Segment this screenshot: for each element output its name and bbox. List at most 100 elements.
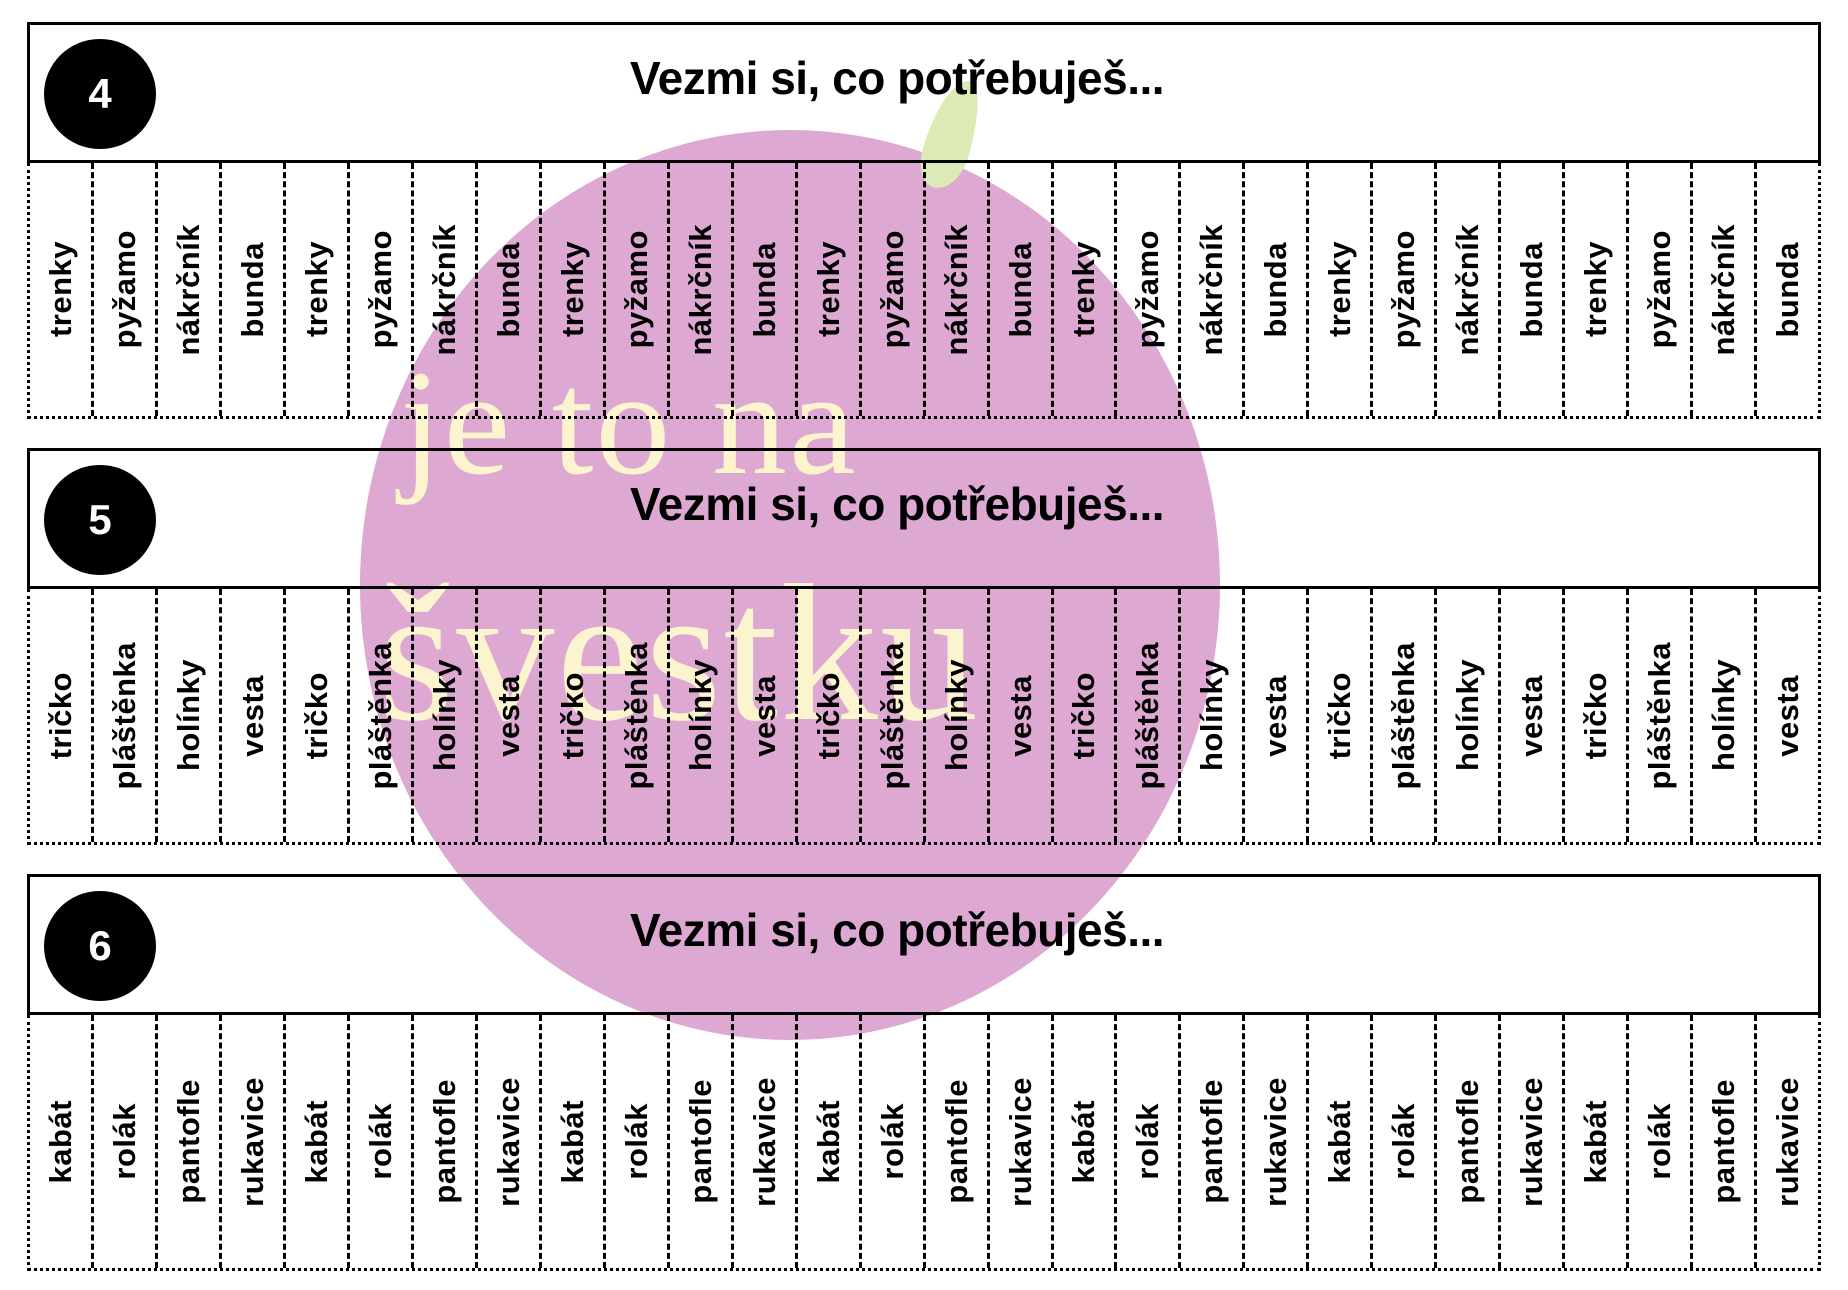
strip-cell[interactable]: pláštěnka bbox=[1373, 589, 1438, 842]
strip-cell[interactable]: tričko bbox=[1309, 589, 1374, 842]
strip-cell[interactable]: rolák bbox=[1373, 1015, 1438, 1268]
strip-cell[interactable]: tričko bbox=[1054, 589, 1118, 842]
strip-cell[interactable]: trenky bbox=[1054, 163, 1118, 416]
strip-cell[interactable]: pyžamo bbox=[94, 163, 158, 416]
strip-cell[interactable]: pláštěnka bbox=[862, 589, 926, 842]
strip-cell[interactable]: nákrčník bbox=[1181, 163, 1246, 416]
strip-cell[interactable]: pantofle bbox=[1181, 1015, 1246, 1268]
strip-cell[interactable]: rukavice bbox=[734, 1015, 798, 1268]
strip-cell[interactable]: pantofle bbox=[1693, 1015, 1758, 1268]
strip-cell[interactable]: kabát bbox=[1565, 1015, 1630, 1268]
strip-cell[interactable]: bunda bbox=[478, 163, 542, 416]
strip-cell-label: nákrčník bbox=[938, 223, 974, 356]
strip-cell[interactable]: rukavice bbox=[1245, 1015, 1310, 1268]
strip-cell[interactable]: tričko bbox=[798, 589, 862, 842]
strip-cell[interactable]: pyžamo bbox=[350, 163, 414, 416]
strip-cell[interactable]: pyžamo bbox=[606, 163, 670, 416]
strip-cell[interactable]: rukavice bbox=[478, 1015, 542, 1268]
strip-cell-label: rolák bbox=[1642, 1103, 1678, 1180]
strip-cell[interactable]: trenky bbox=[1309, 163, 1374, 416]
strip-cell[interactable]: pláštěnka bbox=[1117, 589, 1182, 842]
strip-cell[interactable]: pantofle bbox=[158, 1015, 222, 1268]
strip-cell[interactable]: holínky bbox=[670, 589, 734, 842]
strip-cell[interactable]: pantofle bbox=[670, 1015, 734, 1268]
strip-cell[interactable]: bunda bbox=[1757, 163, 1818, 416]
strip-cell[interactable]: pantofle bbox=[1437, 1015, 1502, 1268]
strip-cell[interactable]: rukavice bbox=[1501, 1015, 1566, 1268]
strip-cell[interactable]: vesta bbox=[1501, 589, 1566, 842]
strip-cell[interactable]: rolák bbox=[1117, 1015, 1182, 1268]
strip-cell-label: trenky bbox=[298, 241, 334, 338]
strip-cell[interactable]: rolák bbox=[350, 1015, 414, 1268]
strip-cell[interactable]: vesta bbox=[734, 589, 798, 842]
strip-cell-label: pláštěnka bbox=[362, 641, 398, 790]
strip-cell[interactable]: vesta bbox=[478, 589, 542, 842]
strip-cell[interactable]: holínky bbox=[414, 589, 478, 842]
strip-cell[interactable]: nákrčník bbox=[926, 163, 990, 416]
strip-cell[interactable]: nákrčník bbox=[670, 163, 734, 416]
strip-cell[interactable]: rukavice bbox=[1757, 1015, 1818, 1268]
row-title-4: Vezmi si, co potřebuješ... bbox=[630, 52, 1165, 104]
strip-cell[interactable]: bunda bbox=[1501, 163, 1566, 416]
strip-cell[interactable]: bunda bbox=[734, 163, 798, 416]
strip-cell[interactable]: pláštěnka bbox=[1629, 589, 1694, 842]
strip-cell-label: pantofle bbox=[170, 1079, 206, 1204]
strip-cell[interactable]: vesta bbox=[1245, 589, 1310, 842]
strip-cell[interactable]: trenky bbox=[30, 163, 94, 416]
strip-cell[interactable]: nákrčník bbox=[1437, 163, 1502, 416]
strip-cell[interactable]: kabát bbox=[286, 1015, 350, 1268]
strip-cell[interactable]: pláštěnka bbox=[606, 589, 670, 842]
row-header-6: 6 Vezmi si, co potřebuješ... bbox=[27, 874, 1821, 1015]
strip-cell[interactable]: trenky bbox=[286, 163, 350, 416]
strip-cell[interactable]: nákrčník bbox=[1693, 163, 1758, 416]
strip-cell[interactable]: holínky bbox=[926, 589, 990, 842]
strip-cell[interactable]: kabát bbox=[1309, 1015, 1374, 1268]
strip-cell[interactable]: trenky bbox=[542, 163, 606, 416]
strip-cell[interactable]: pyžamo bbox=[1117, 163, 1182, 416]
strip-cell[interactable]: holínky bbox=[158, 589, 222, 842]
strip-cell-label: trenky bbox=[1578, 241, 1614, 338]
strip-cell[interactable]: tričko bbox=[30, 589, 94, 842]
strip-cell[interactable]: kabát bbox=[1054, 1015, 1118, 1268]
strip-cell[interactable]: rukavice bbox=[990, 1015, 1054, 1268]
strip-cell[interactable]: holínky bbox=[1437, 589, 1502, 842]
strip-cell[interactable]: tričko bbox=[1565, 589, 1630, 842]
strip-cell[interactable]: rolák bbox=[606, 1015, 670, 1268]
strip-cell[interactable]: vesta bbox=[990, 589, 1054, 842]
strip-cell[interactable]: pyžamo bbox=[1373, 163, 1438, 416]
strip-cell[interactable]: kabát bbox=[30, 1015, 94, 1268]
strip-cell[interactable]: pláštěnka bbox=[350, 589, 414, 842]
strip-cell[interactable]: holínky bbox=[1181, 589, 1246, 842]
strip-cell[interactable]: bunda bbox=[990, 163, 1054, 416]
strip-cell[interactable]: rolák bbox=[862, 1015, 926, 1268]
strip-cell[interactable]: kabát bbox=[542, 1015, 606, 1268]
strip-cell-label: vesta bbox=[490, 674, 526, 757]
strip-cell[interactable]: pyžamo bbox=[1629, 163, 1694, 416]
strip-cell-label: vesta bbox=[1514, 674, 1550, 757]
strip-cell[interactable]: nákrčník bbox=[158, 163, 222, 416]
cut-strip-5: tričko pláštěnka holínky vesta tričko pláštěn… bbox=[27, 589, 1821, 845]
strip-cell[interactable]: pantofle bbox=[926, 1015, 990, 1268]
strip-cell-label: tričko bbox=[1322, 671, 1358, 760]
strip-cell[interactable]: vesta bbox=[1757, 589, 1818, 842]
strip-cell[interactable]: rukavice bbox=[222, 1015, 286, 1268]
strip-cell[interactable]: rolák bbox=[1629, 1015, 1694, 1268]
strip-cell[interactable]: trenky bbox=[1565, 163, 1630, 416]
strip-cell[interactable]: tričko bbox=[286, 589, 350, 842]
strip-cell[interactable]: pyžamo bbox=[862, 163, 926, 416]
strip-cell[interactable]: bunda bbox=[1245, 163, 1310, 416]
strip-cell[interactable]: holínky bbox=[1693, 589, 1758, 842]
strip-cell-label: bunda bbox=[1514, 241, 1550, 338]
strip-cell[interactable]: bunda bbox=[222, 163, 286, 416]
strip-cell[interactable]: pantofle bbox=[414, 1015, 478, 1268]
strip-cell[interactable]: trenky bbox=[798, 163, 862, 416]
strip-cell[interactable]: nákrčník bbox=[414, 163, 478, 416]
strip-cell-label: pláštěnka bbox=[618, 641, 654, 790]
strip-cell[interactable]: vesta bbox=[222, 589, 286, 842]
strip-cell[interactable]: pláštěnka bbox=[94, 589, 158, 842]
strip-cell[interactable]: rolák bbox=[94, 1015, 158, 1268]
strip-cell[interactable]: tričko bbox=[542, 589, 606, 842]
worksheet-row-4: 4 Vezmi si, co potřebuješ... trenky pyžam… bbox=[27, 22, 1821, 419]
strip-cell-label: pláštěnka bbox=[1386, 641, 1422, 790]
strip-cell[interactable]: kabát bbox=[798, 1015, 862, 1268]
